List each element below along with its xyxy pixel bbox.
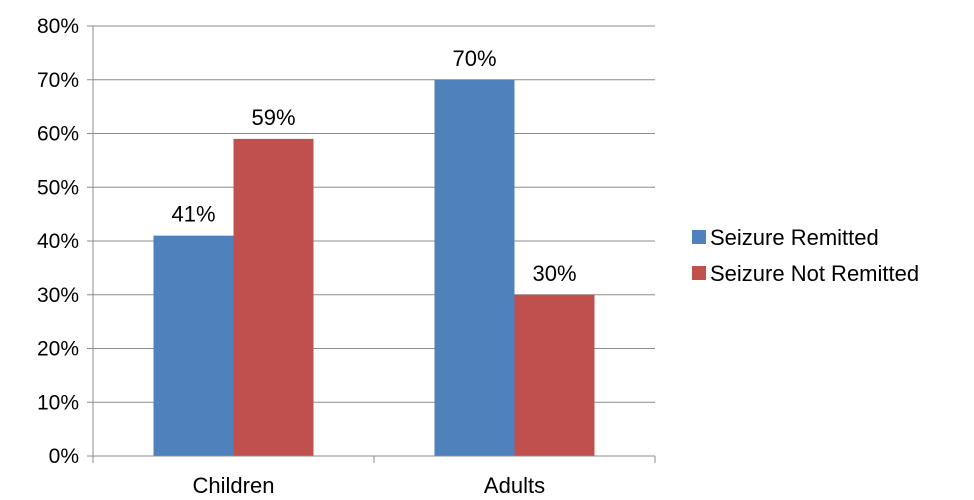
- x-axis-category-labels: Children Adults: [193, 473, 546, 498]
- x-category-label: Adults: [484, 473, 545, 498]
- data-label: 70%: [452, 46, 496, 71]
- x-category-label: Children: [193, 473, 275, 498]
- y-tick-label: 0%: [49, 445, 79, 468]
- axes: [87, 25, 656, 463]
- data-label: 41%: [171, 202, 215, 227]
- y-tick-label: 80%: [37, 15, 79, 38]
- legend-swatch: [692, 230, 706, 244]
- bar-adults-seizure-not-remitted: [514, 294, 595, 456]
- legend: Seizure Remitted Seizure Not Remitted: [692, 225, 919, 286]
- bar-children-seizure-not-remitted: [233, 138, 314, 456]
- bar-children-seizure-remitted: [153, 235, 234, 456]
- y-tick-label: 10%: [37, 391, 79, 414]
- y-tick-label: 50%: [37, 176, 79, 199]
- data-label: 59%: [251, 105, 295, 130]
- data-label: 30%: [532, 261, 576, 286]
- bars: [153, 79, 595, 456]
- y-tick-label: 40%: [37, 230, 79, 253]
- y-tick-label: 70%: [37, 69, 79, 92]
- y-axis-tick-labels: 0% 10% 20% 30% 40% 50% 60% 70% 80%: [37, 15, 79, 468]
- data-labels: 41% 59% 70% 30%: [171, 46, 576, 286]
- legend-label: Seizure Remitted: [710, 225, 879, 250]
- y-tick-label: 60%: [37, 123, 79, 146]
- y-tick-label: 30%: [37, 284, 79, 307]
- bar-adults-seizure-remitted: [434, 79, 515, 456]
- legend-swatch: [692, 266, 706, 280]
- y-tick-label: 20%: [37, 338, 79, 361]
- legend-label: Seizure Not Remitted: [710, 261, 919, 286]
